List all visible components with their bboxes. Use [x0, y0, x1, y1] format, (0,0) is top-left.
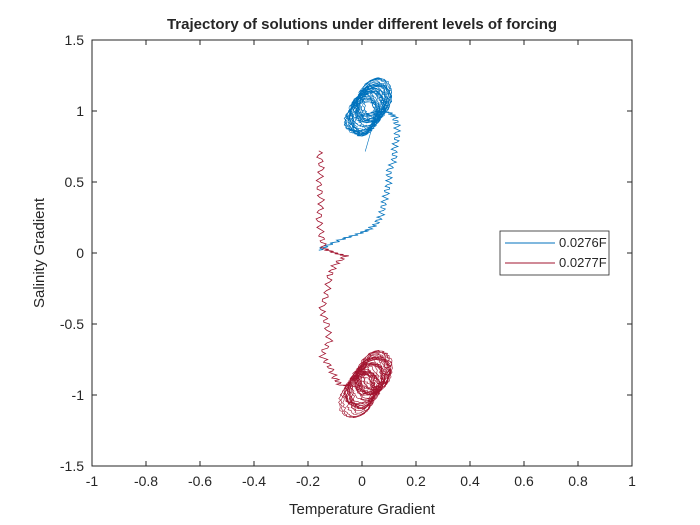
x-tick-label: 0.8	[568, 473, 588, 489]
legend: 0.0276F 0.0277F	[499, 230, 610, 276]
x-tick-label: -0.8	[134, 473, 158, 489]
legend-label-0276: 0.0276F	[559, 235, 607, 250]
x-tick-label: 0.2	[406, 473, 426, 489]
y-axis-label: Salinity Gradient	[31, 197, 48, 308]
y-tick-label: 1	[76, 103, 84, 119]
x-tick-label: -1	[86, 473, 99, 489]
y-tick-label: -1	[72, 387, 85, 403]
x-tick-label: -0.4	[242, 473, 266, 489]
axis-ticks: -1 -0.8 -0.6 -0.4 -0.2 0 0.2 0.4 0.6 0.8 1-1.5-1-0…	[60, 32, 636, 489]
x-tick-label: 0.4	[460, 473, 480, 489]
series-0.0277F	[315, 150, 393, 419]
series-transient-line	[315, 150, 357, 387]
y-tick-label: 0	[76, 245, 84, 261]
series-transient-line	[318, 110, 402, 251]
y-tick-label: -0.5	[60, 316, 84, 332]
series-0.0276F	[318, 77, 402, 251]
y-tick-label: 0.5	[65, 174, 85, 190]
x-tick-label: -0.6	[188, 473, 212, 489]
x-tick-label: 0.6	[514, 473, 534, 489]
y-tick-label: -1.5	[60, 458, 84, 474]
legend-label-0277: 0.0277F	[559, 255, 607, 270]
x-tick-label: -0.2	[296, 473, 320, 489]
series-attractor-line	[338, 349, 393, 419]
y-tick-label: 1.5	[65, 32, 85, 48]
series-attractor-line	[343, 77, 393, 152]
x-axis-label: Temperature Gradient	[289, 501, 436, 518]
x-tick-label: 0	[358, 473, 366, 489]
chart-title: Trajectory of solutions under different …	[167, 16, 557, 33]
legend-box	[499, 230, 610, 276]
x-tick-label: 1	[628, 473, 636, 489]
plot-area	[315, 77, 402, 419]
